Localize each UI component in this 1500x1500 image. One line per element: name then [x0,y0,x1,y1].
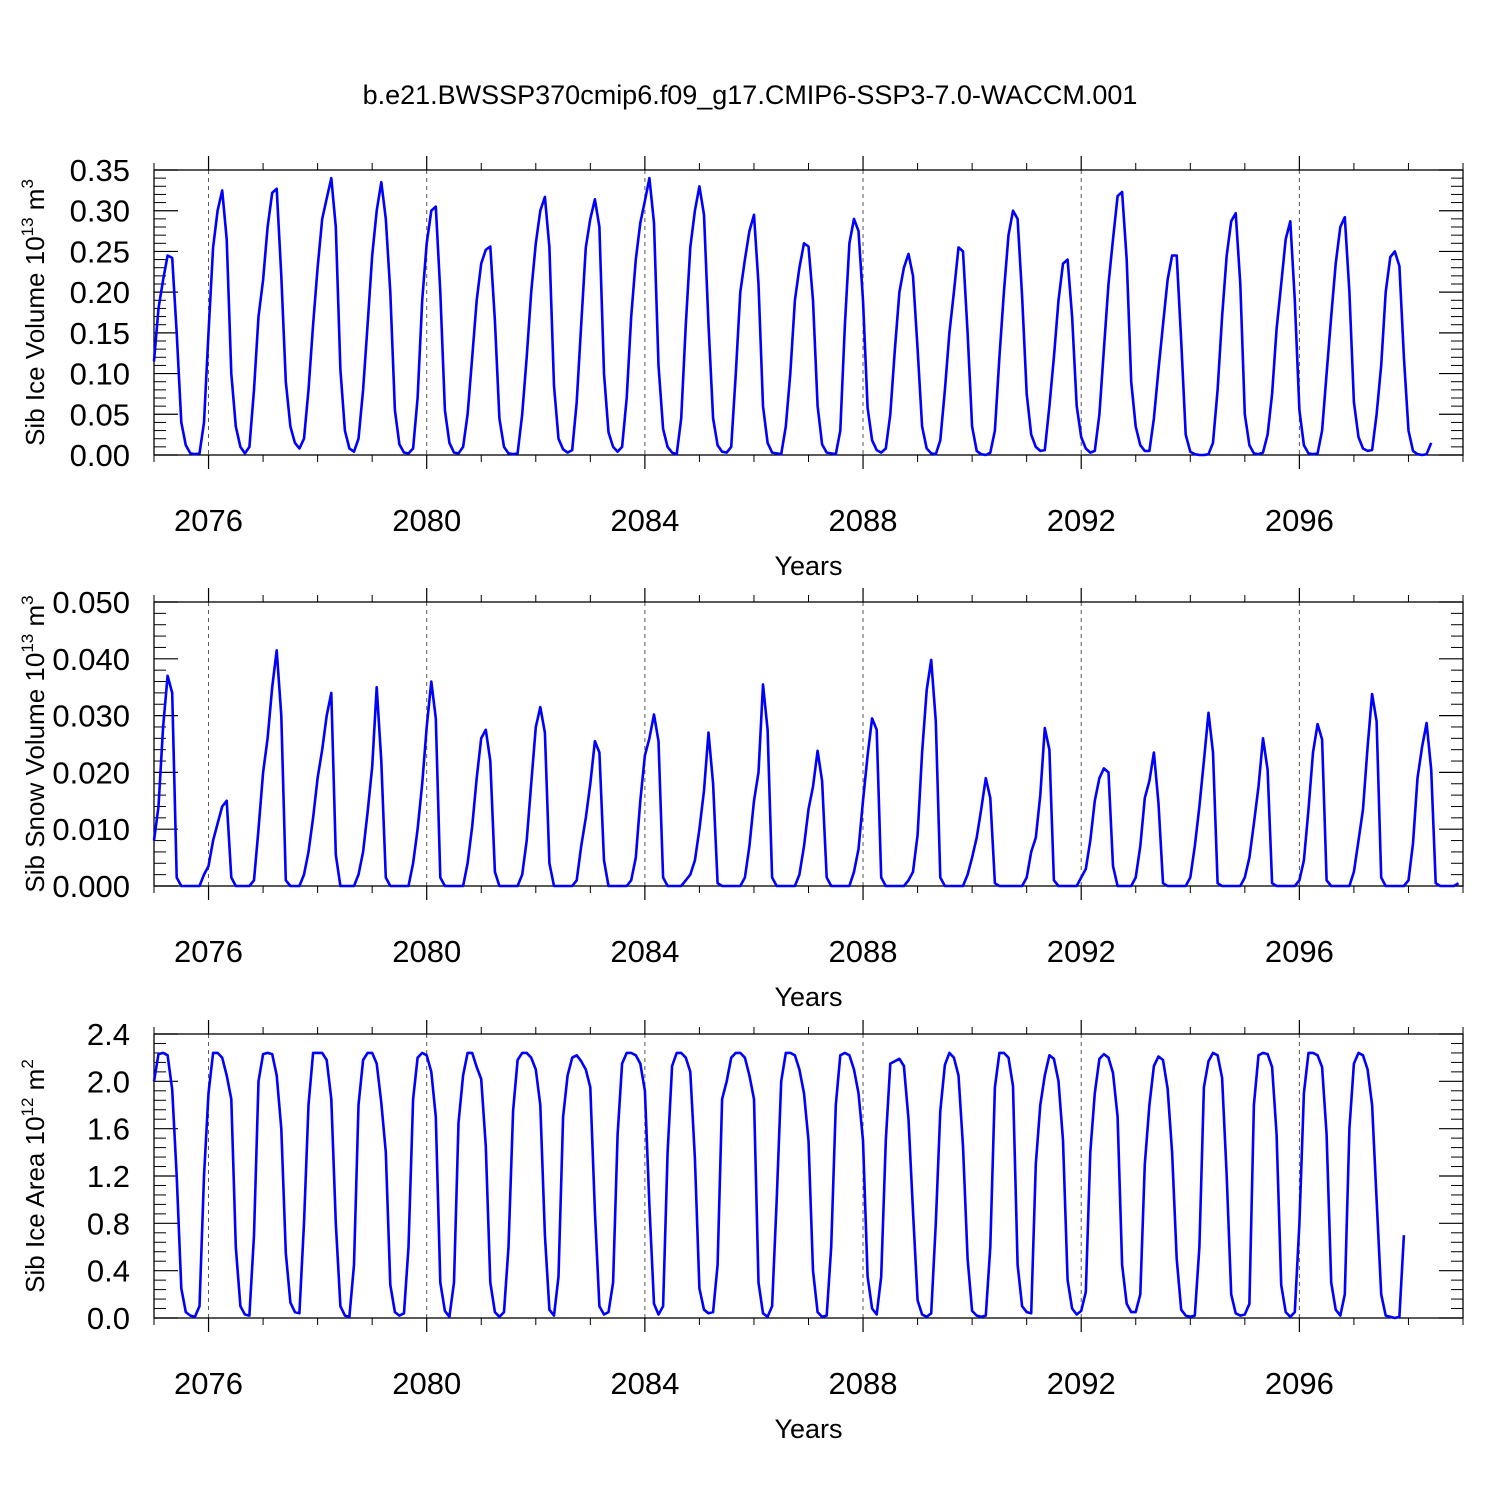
y-tick-label: 0.050 [52,585,130,620]
plot-frame [153,601,1464,887]
y-tick-label: 2.4 [87,1017,130,1052]
x-tick-label: 2084 [610,1366,679,1401]
y-tick-label: 0.30 [70,194,130,229]
y-tick-label: 0.010 [52,812,130,847]
series-line-0 [152,1051,1406,1320]
x-axis-label: Years [774,551,842,581]
y-tick-label: 0.040 [52,642,130,677]
x-tick-label: 2076 [174,934,243,969]
y-tick-label: 0.35 [70,153,130,188]
x-tick-label: 2088 [829,934,898,969]
x-tick-label: 2080 [392,934,461,969]
x-tick-label: 2076 [174,503,243,538]
series-line-0 [152,176,1433,457]
y-tick-label: 0.05 [70,397,130,432]
x-tick-label: 2084 [610,503,679,538]
x-axis-label: Years [774,1414,842,1444]
x-tick-label: 2096 [1265,934,1334,969]
figure-title: b.e21.BWSSP370cmip6.f09_g17.CMIP6-SSP3-7… [362,80,1138,110]
x-tick-label: 2080 [392,503,461,538]
y-tick-label: 0.20 [70,275,130,310]
x-tick-label: 2092 [1047,1366,1116,1401]
x-axis-label: Years [774,982,842,1012]
panel-sib-ice-volume: 2076 2080 2084 2088 2092 2096 0.00 0.05 0.10 0.15… [18,153,1464,581]
x-tick-label: 2076 [174,1366,243,1401]
series-line-0 [152,648,1460,888]
y-axis-label: Sib Ice Volume 1013 m3 [18,179,50,446]
y-tick-label: 0.8 [87,1206,130,1241]
y-tick-label: 0.00 [70,438,130,473]
x-tick-label: 2092 [1047,934,1116,969]
y-tick-label: 0.020 [52,755,130,790]
y-tick-label: 0.4 [87,1254,130,1289]
y-axis-label: Sib Snow Volume 1013 m3 [18,595,50,892]
x-tick-label: 2096 [1265,1366,1334,1401]
x-tick-label: 2080 [392,1366,461,1401]
panel-sib-ice-area: 2076 2080 2084 2088 2092 2096 0.0 0.4 0.8 1.2 1.6 2… [18,1017,1464,1444]
y-tick-label: 1.2 [87,1159,130,1194]
y-tick-label: 0.10 [70,357,130,392]
x-tick-label: 2092 [1047,503,1116,538]
panel-sib-snow-volume: 2076 2080 2084 2088 2092 2096 0.000 0.010 0.020 0… [18,585,1464,1012]
y-axis-label: Sib Ice Area 1012 m2 [18,1059,50,1293]
y-tick-label: 1.6 [87,1112,130,1147]
x-tick-label: 2096 [1265,503,1334,538]
y-tick-label: 0.15 [70,316,130,351]
x-tick-label: 2088 [829,1366,898,1401]
y-tick-label: 0.030 [52,699,130,734]
y-tick-label: 2.0 [87,1064,130,1099]
y-tick-label: 0.25 [70,234,130,269]
plot-frame [153,169,1464,456]
y-tick-label: 0.000 [52,869,130,904]
x-tick-label: 2088 [829,503,898,538]
x-tick-label: 2084 [610,934,679,969]
y-tick-label: 0.0 [87,1301,130,1336]
